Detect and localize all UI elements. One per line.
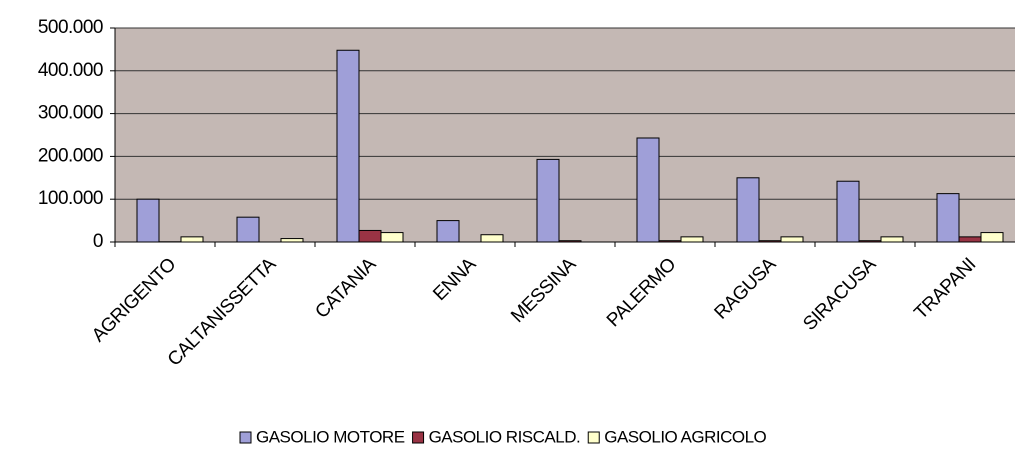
x-tick-label: SIRACUSA [799,254,880,335]
y-tick-label: 0 [93,231,103,252]
bar [236,216,260,243]
legend-label: GASOLIO AGRICOLO [604,427,766,446]
bar [336,49,360,243]
plot-area [115,28,1015,242]
legend: GASOLIO MOTORE GASOLIO RISCALD. GASOLIO AG… [239,427,767,446]
bar [980,232,1004,243]
bar [280,238,304,243]
bar [736,177,760,243]
x-tick-label: CATANIA [311,254,380,323]
bar [136,198,160,243]
bar [858,240,882,243]
x-tick-label: RAGUSA [711,254,781,324]
bar [380,232,404,243]
x-tick-label: ENNA [429,254,480,305]
bar [358,229,382,243]
bar [536,158,560,243]
bar [936,193,960,243]
bar [758,240,782,243]
bar [636,137,660,243]
x-tick-label: TRAPANI [910,254,980,324]
bar [780,236,804,243]
legend-swatch [412,431,425,444]
legend-label: GASOLIO MOTORE [256,427,405,446]
y-tick-label: 200.000 [38,145,103,166]
y-tick-label: 100.000 [38,188,103,209]
legend-swatch [587,431,600,444]
bar [658,240,682,243]
bar [180,236,204,243]
bar [880,236,904,243]
bar [958,236,982,243]
x-tick-label: AGRIGENTO [88,254,180,346]
bar [680,236,704,243]
x-tick-label: CALTANISSETTA [164,254,281,371]
bar [436,220,460,243]
y-tick-label: 300.000 [38,103,103,124]
legend-swatch [239,431,252,444]
bar [836,180,860,243]
y-tick-label: 500.000 [38,17,103,38]
x-tick-label: MESSINA [507,254,580,327]
x-tick-label: PALERMO [603,254,680,331]
legend-label: GASOLIO RISCALD. [429,427,581,446]
bar [558,240,582,243]
bar [480,234,504,243]
y-tick-label: 400.000 [38,60,103,81]
